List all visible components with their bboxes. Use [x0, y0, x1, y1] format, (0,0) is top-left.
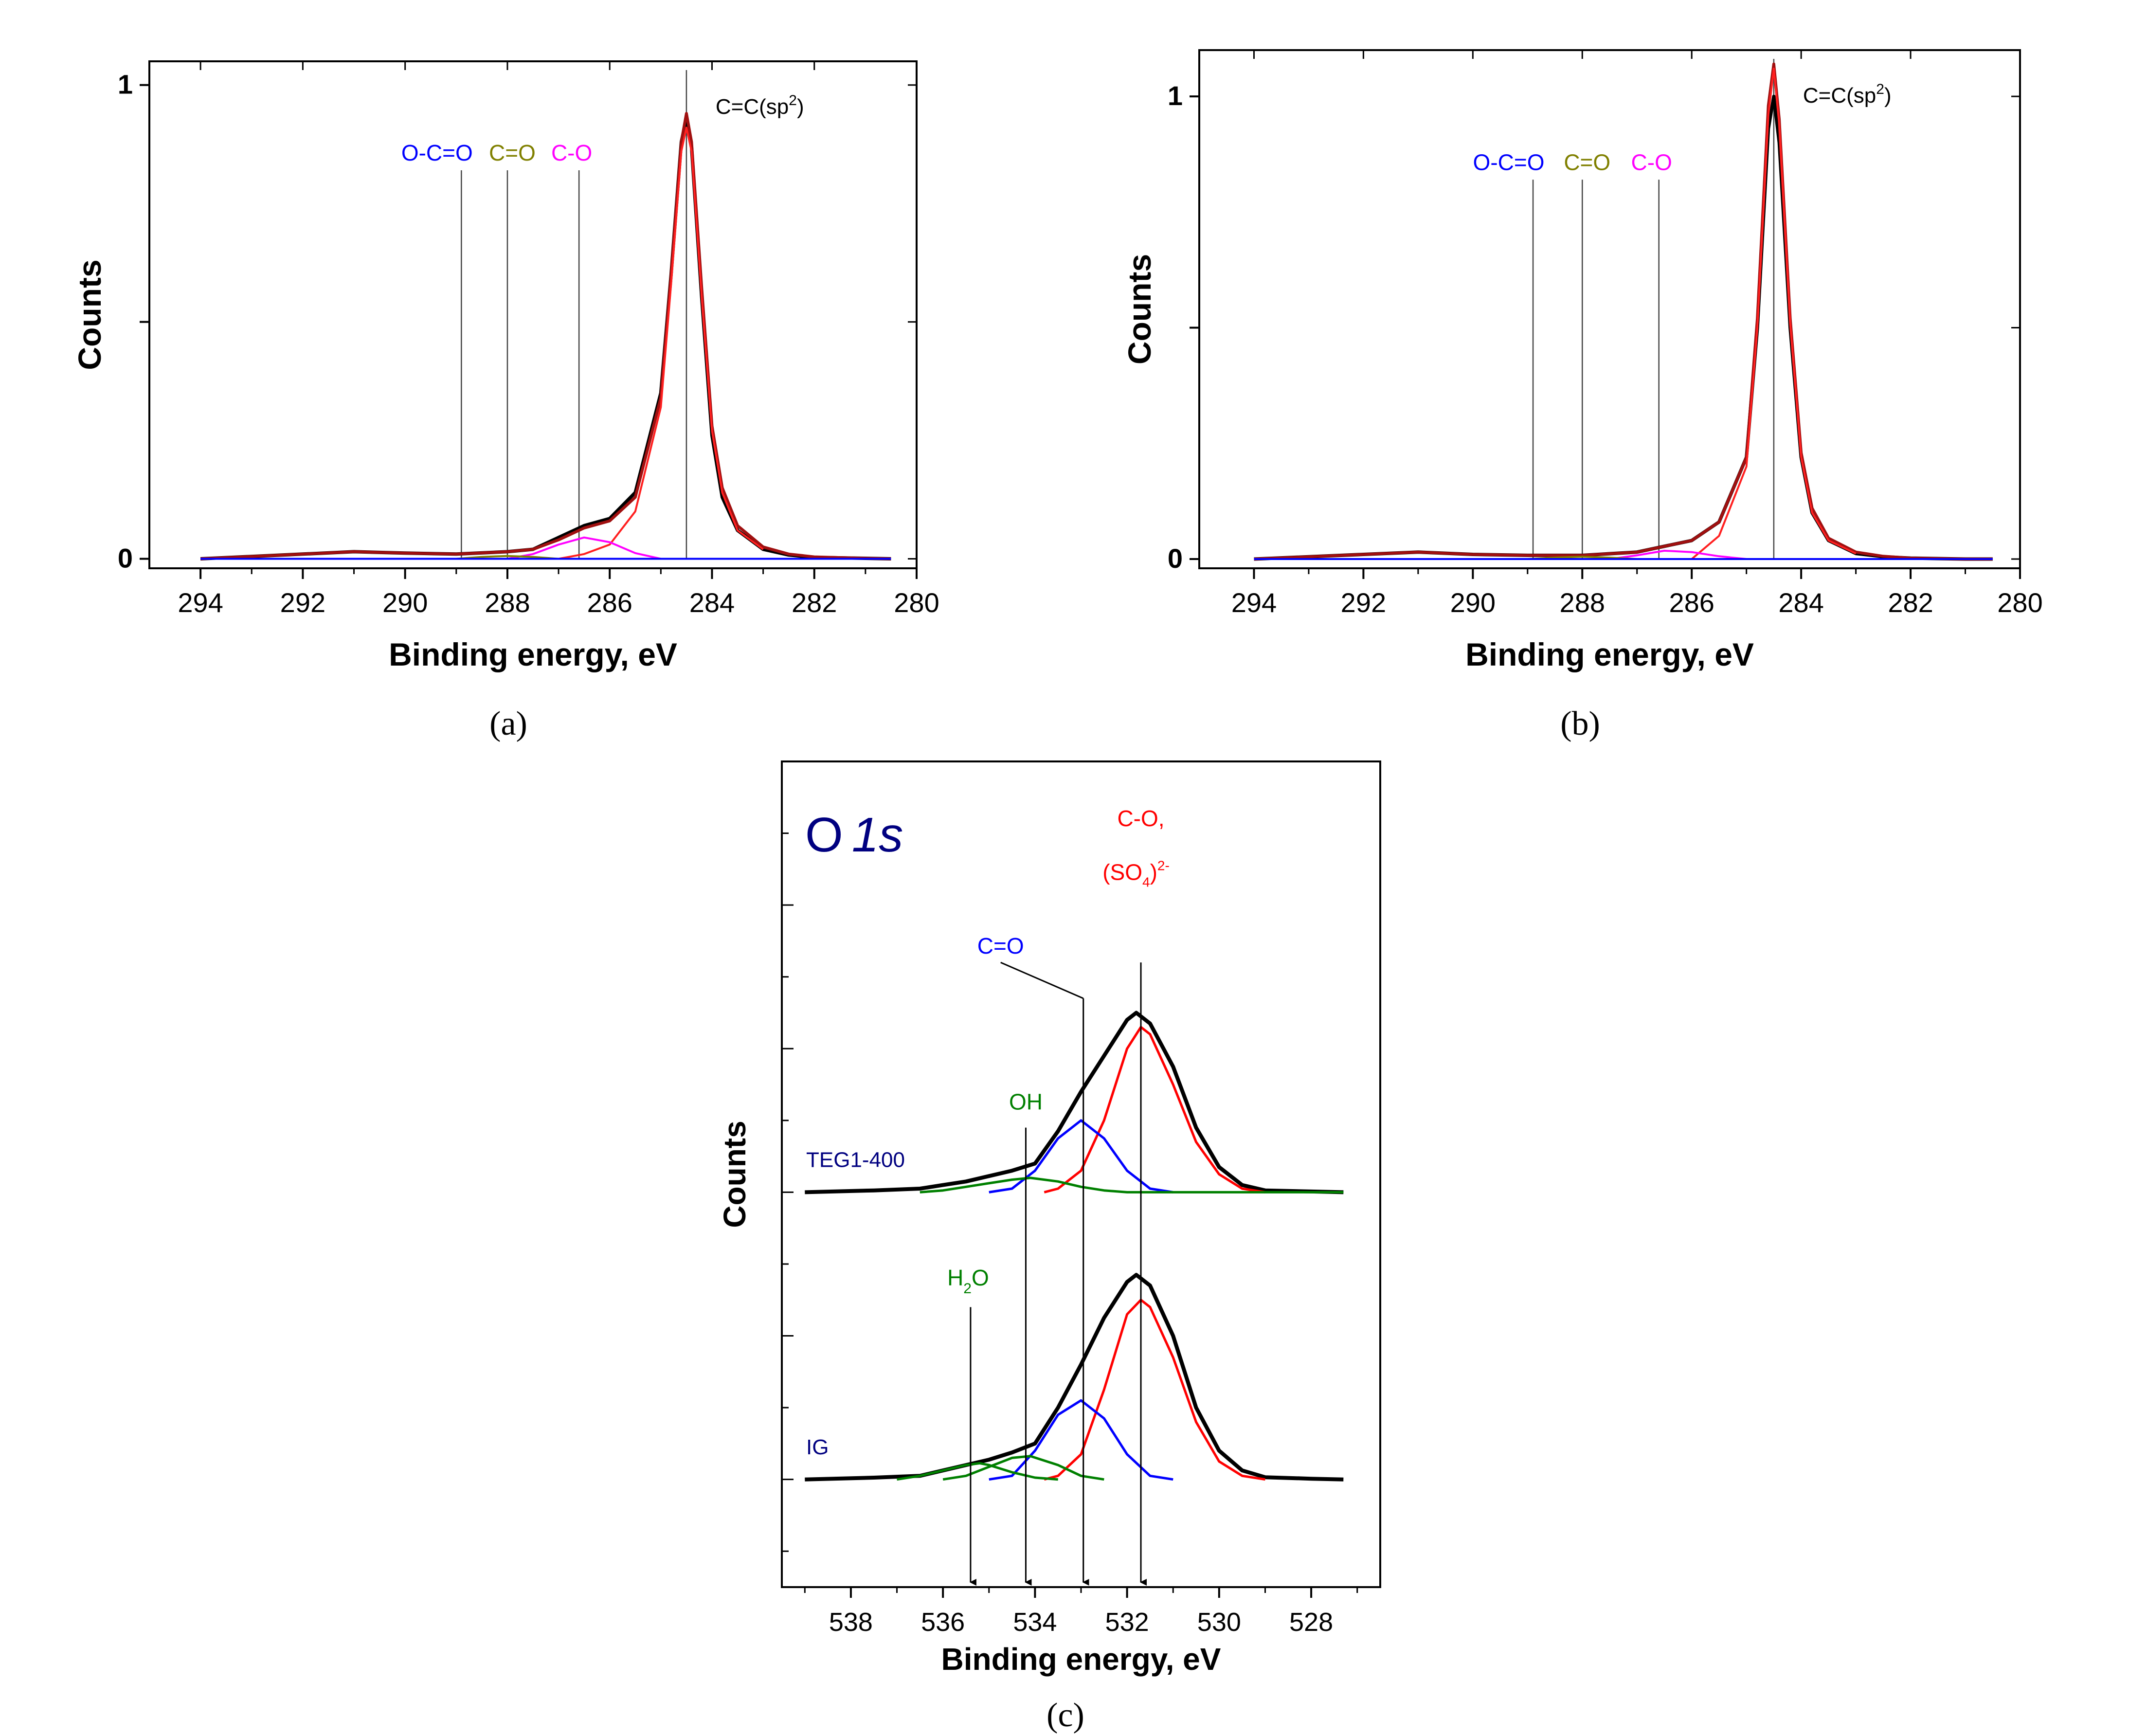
peak-label-sup: 2: [789, 92, 797, 108]
series-measured-line: [805, 1011, 1344, 1194]
series-component-line: [897, 1462, 1058, 1481]
peak-label-h2o: H2O: [947, 1265, 989, 1297]
peak-label: O-C=O: [401, 140, 473, 165]
peak-label: C-O: [1631, 149, 1672, 175]
x-tick-label: 286: [1669, 587, 1714, 618]
x-tick-label: 532: [1105, 1608, 1149, 1637]
peak-label-text: H: [947, 1265, 963, 1290]
y-axis-title: Counts: [717, 1121, 752, 1228]
panel-caption: (c): [1046, 1697, 1084, 1734]
series-component-line: [507, 536, 661, 560]
peak-label: C-O: [551, 140, 592, 165]
series-component-line: [989, 1119, 1173, 1194]
peak-label-text: (SO: [1102, 859, 1142, 885]
leader-line: [1000, 961, 1084, 999]
series-component-line: [942, 1455, 1104, 1481]
x-tick-label: 536: [921, 1608, 965, 1637]
x-tick-label: 280: [894, 587, 939, 618]
panel-title-italic: 1s: [852, 808, 903, 862]
x-tick-label: 284: [1778, 587, 1823, 618]
series-envelope-line: [200, 112, 891, 561]
plot-frame: [1198, 49, 2021, 569]
y-tick-label: 0: [118, 543, 133, 574]
x-tick-label: 538: [829, 1608, 873, 1637]
x-tick-label: 292: [1341, 587, 1386, 618]
peak-label-sp2: C=C(sp2): [716, 92, 804, 119]
x-tick-label: 290: [1450, 587, 1496, 618]
peak-label-sup: 2: [1876, 81, 1884, 97]
series-component-line: [1044, 1299, 1265, 1481]
peak-label: C=O: [1564, 149, 1610, 175]
peak-label-text: C=C(sp: [1803, 84, 1876, 108]
peak-label: C=O: [489, 140, 536, 165]
y-tick-label: 0: [1168, 543, 1183, 574]
x-tick-label: 288: [485, 587, 530, 618]
peak-label-tail: ): [1884, 84, 1892, 108]
sample-label: TEG1-400: [806, 1148, 905, 1172]
y-axis-title: Counts: [1121, 254, 1157, 364]
series-component-line: [1609, 549, 1747, 560]
panel-b: 294 292 290 288 286 284 282 280 0 1 Binding energy…: [1121, 49, 2043, 742]
panel-title-plain: O: [805, 808, 843, 862]
peak-label-sup: 2-: [1157, 858, 1170, 873]
y-axis-title: Counts: [72, 259, 108, 370]
x-tick-label: 288: [1560, 587, 1605, 618]
x-tick-label: 294: [1231, 587, 1277, 618]
peak-label: C=O: [977, 933, 1024, 958]
peak-label-sp2: C=C(sp2): [1803, 81, 1892, 108]
x-tick-label: 294: [178, 587, 223, 618]
y-tick-label: 1: [118, 69, 133, 100]
peak-label-line2: (SO4)2-: [1102, 858, 1170, 889]
peak-label-line1: C-O,: [1117, 806, 1164, 831]
peak-label-sub: 4: [1142, 874, 1150, 889]
plot-frame: [781, 760, 1381, 1588]
peak-label-tail: ): [1150, 859, 1157, 885]
x-tick-label: 530: [1197, 1608, 1241, 1637]
series-component-line: [920, 1176, 1344, 1194]
peak-label-text: C=C(sp: [716, 95, 789, 119]
sample-label: IG: [806, 1435, 829, 1459]
peak-label-sub: 2: [963, 1281, 972, 1297]
y-tick-label: 1: [1168, 80, 1183, 111]
x-tick-label: 292: [280, 587, 325, 618]
series-measured-line: [805, 1273, 1344, 1482]
series-component-line: [1691, 68, 1857, 560]
x-tick-label: 286: [587, 587, 632, 618]
peak-label: O-C=O: [1473, 149, 1545, 175]
plot-frame: [148, 60, 918, 569]
x-axis-title: Binding energy, eV: [941, 1642, 1221, 1677]
x-tick-label: 290: [382, 587, 428, 618]
series-envelope-line: [1254, 62, 1993, 561]
series-component-line: [456, 555, 559, 560]
x-tick-label: 282: [792, 587, 837, 618]
series-component-line: [558, 127, 764, 560]
panel-title: O 1s: [805, 808, 903, 862]
peak-label: OH: [1009, 1089, 1043, 1115]
x-axis-title: Binding energy, eV: [389, 636, 677, 672]
panel-a: 294 292 290 288 286 284 282 280 0 1 Binding energy…: [72, 60, 939, 742]
x-tick-label: 284: [689, 587, 735, 618]
series-component-line: [1044, 1026, 1265, 1194]
series-component-line: [989, 1399, 1173, 1481]
x-axis-title: Binding energy, eV: [1465, 636, 1754, 672]
series-measured-line: [200, 116, 891, 561]
series-measured-line: [1254, 94, 1993, 561]
peak-label-tail: O: [972, 1265, 989, 1290]
panel-caption: (b): [1560, 705, 1600, 742]
x-tick-label: 528: [1289, 1608, 1333, 1637]
x-tick-label: 280: [1997, 587, 2042, 618]
x-tick-label: 282: [1888, 587, 1933, 618]
peak-label-tail: ): [797, 95, 804, 119]
x-tick-label: 534: [1013, 1608, 1057, 1637]
panel-caption: (a): [489, 705, 527, 742]
